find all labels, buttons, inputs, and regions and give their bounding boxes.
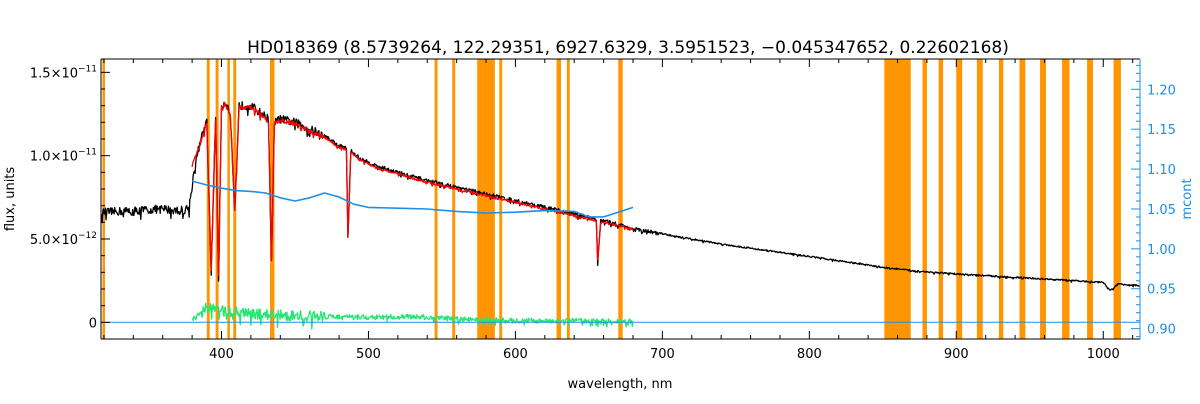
masked-region-14 — [922, 59, 927, 339]
masked-region-21 — [1062, 59, 1070, 339]
y-tick-label-2: 1.0×10−11 — [30, 148, 97, 165]
x-tick-label-800: 800 — [797, 347, 822, 362]
x-axis-label: wavelength, nm — [568, 377, 673, 392]
masked-region-8 — [477, 59, 495, 339]
x-tick-label-400: 400 — [209, 347, 234, 362]
masked-region-1 — [206, 59, 210, 339]
masked-region-18 — [998, 59, 1004, 339]
x-tick-label-1000: 1000 — [1087, 347, 1120, 362]
masked-region-15 — [938, 59, 944, 339]
masked-region-23 — [1113, 59, 1121, 339]
masked-region-0 — [102, 59, 105, 339]
masked-region-13 — [884, 59, 911, 339]
masked-region-6 — [434, 59, 438, 339]
y-tick-label-3: 1.5×10−11 — [30, 64, 97, 81]
masked-region-12 — [618, 59, 623, 339]
masked-region-22 — [1087, 59, 1093, 339]
y2-tick-label-6: 1.20 — [1147, 83, 1176, 98]
y2-tick-label-1: 0.95 — [1147, 283, 1176, 298]
masked-region-17 — [976, 59, 983, 339]
masked-region-3 — [227, 59, 230, 339]
y-tick-label-0: 0 — [89, 316, 97, 331]
masked-region-20 — [1040, 59, 1046, 339]
x-tick-label-900: 900 — [944, 347, 969, 362]
chart-title: HD018369 (8.5739264, 122.29351, 6927.632… — [247, 38, 1009, 58]
y2-tick-label-0: 0.90 — [1147, 323, 1176, 338]
y-tick-label-1: 5.0×10−12 — [30, 231, 97, 248]
axes: 400 500 600 700 800 900 1000 0 5.0×10−12 1.0×10−1… — [30, 58, 1176, 362]
masked-region-11 — [566, 59, 570, 339]
y-axis-label: flux, units — [3, 167, 18, 232]
y2-tick-label-5: 1.15 — [1147, 123, 1176, 138]
masked-regions — [102, 59, 1121, 339]
x-tick-label-700: 700 — [650, 347, 675, 362]
x-tick-label-600: 600 — [503, 347, 528, 362]
series-layer — [100, 101, 1141, 330]
y2-tick-label-4: 1.10 — [1147, 163, 1176, 178]
y2-axis-label: mcont — [1180, 178, 1195, 219]
masked-region-7 — [452, 59, 456, 339]
masked-region-19 — [1019, 59, 1026, 339]
y2-tick-label-2: 1.00 — [1147, 243, 1176, 258]
series-model — [191, 102, 634, 277]
masked-region-10 — [556, 59, 561, 339]
series-mcont — [191, 180, 634, 218]
x-tick-label-500: 500 — [356, 347, 381, 362]
y2-tick-label-3: 1.05 — [1147, 203, 1176, 218]
series-residual — [191, 302, 634, 330]
masked-region-16 — [956, 59, 963, 339]
